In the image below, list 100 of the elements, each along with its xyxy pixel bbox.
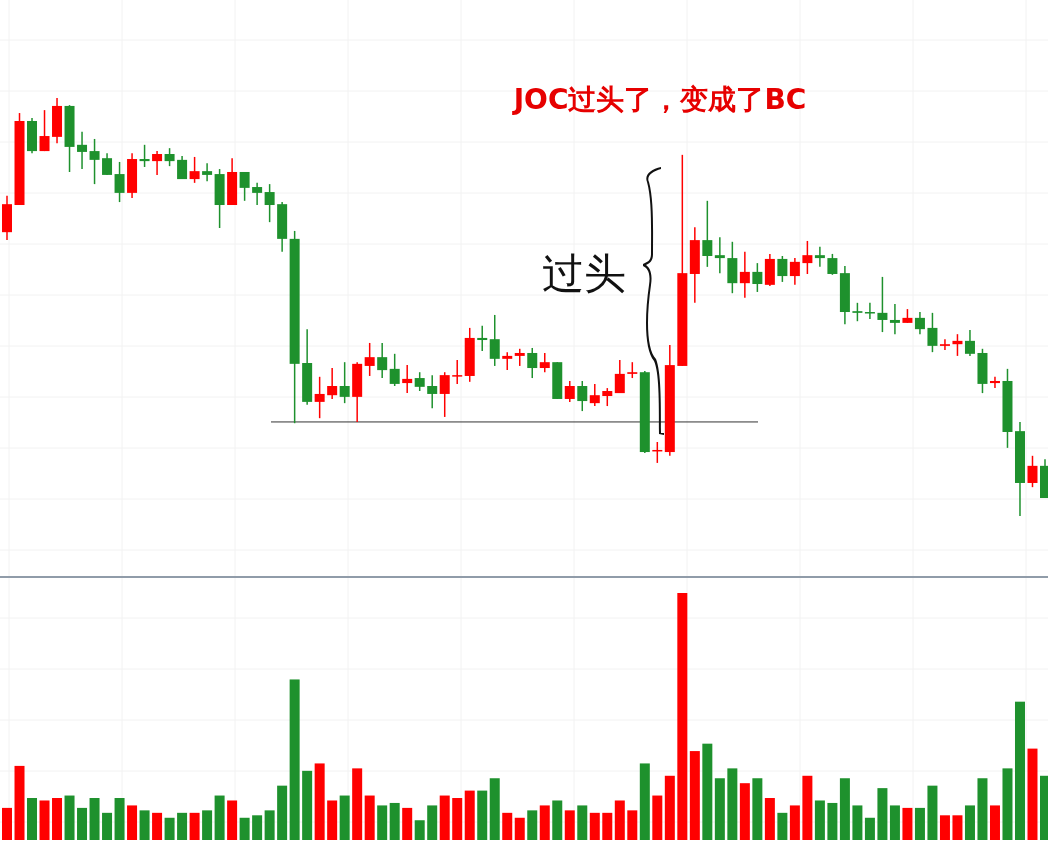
- candlestick: [452, 359, 463, 385]
- bar: [902, 807, 913, 840]
- bar: [589, 812, 600, 840]
- candlestick: [802, 240, 813, 275]
- candlestick: [889, 303, 900, 335]
- bar: [1014, 701, 1025, 840]
- bar: [464, 790, 475, 840]
- bar: [377, 805, 388, 840]
- bar: [864, 817, 875, 840]
- bar: [702, 743, 713, 840]
- candlestick: [252, 182, 263, 206]
- candlestick: [877, 276, 888, 333]
- bar: [239, 817, 250, 840]
- bar: [689, 751, 700, 840]
- candlestick: [152, 150, 163, 176]
- candlestick: [577, 380, 588, 412]
- bar: [289, 679, 300, 840]
- candlestick: [989, 376, 1000, 389]
- candlestick: [489, 314, 500, 367]
- candlestick: [239, 171, 250, 202]
- candlestick: [777, 255, 788, 283]
- bar: [427, 805, 438, 840]
- bar: [439, 795, 450, 840]
- bar: [227, 800, 238, 840]
- candlestick: [339, 361, 350, 404]
- bar: [127, 805, 138, 840]
- candlestick: [739, 251, 750, 299]
- bar: [14, 765, 25, 840]
- bar: [664, 775, 675, 840]
- bar: [452, 798, 463, 840]
- candlestick: [939, 338, 950, 351]
- bar: [27, 798, 38, 840]
- bar: [177, 812, 188, 840]
- bar: [814, 800, 825, 840]
- bar: [1027, 748, 1038, 840]
- annotation: 过头: [542, 249, 626, 298]
- candlestick: [114, 161, 125, 203]
- candlestick: [914, 311, 925, 335]
- bar: [727, 768, 738, 840]
- bar: [314, 763, 325, 840]
- candlestick: [864, 302, 875, 320]
- bar: [677, 593, 688, 840]
- candlestick: [539, 352, 550, 373]
- bar: [1002, 768, 1013, 840]
- bar: [302, 770, 313, 840]
- bar: [939, 815, 950, 840]
- candlestick: [189, 156, 200, 184]
- bar: [214, 795, 225, 840]
- candlestick: [564, 380, 575, 403]
- bar: [639, 763, 650, 840]
- bar: [252, 815, 263, 840]
- bar: [614, 800, 625, 840]
- candlestick: [264, 183, 275, 223]
- bar: [877, 788, 888, 840]
- bar: [77, 807, 88, 840]
- candlestick: [77, 131, 88, 170]
- candlestick: [377, 342, 388, 379]
- annotation: JOC过头了，变成了BC: [511, 83, 807, 116]
- bar: [839, 778, 850, 840]
- candlestick: [752, 262, 763, 293]
- candlestick: [827, 253, 838, 276]
- bar: [777, 812, 788, 840]
- candlestick: [439, 371, 450, 418]
- candlestick: [327, 367, 338, 400]
- bar: [402, 807, 413, 840]
- candlestick: [102, 152, 113, 176]
- bar: [552, 800, 563, 840]
- bar: [652, 795, 663, 840]
- candlestick: [702, 200, 713, 268]
- candlestick: [927, 312, 938, 353]
- bar: [89, 798, 100, 840]
- candlestick: [1027, 455, 1038, 488]
- bar: [327, 800, 338, 840]
- bar: [564, 810, 575, 840]
- bar: [2, 807, 12, 840]
- candlestick: [39, 109, 50, 152]
- candlestick: [814, 246, 825, 268]
- bar: [977, 778, 988, 840]
- bar: [764, 798, 775, 840]
- candlestick: [389, 353, 400, 387]
- candlestick: [852, 302, 863, 322]
- bar: [889, 805, 900, 840]
- bar: [414, 820, 425, 840]
- bar: [102, 812, 113, 840]
- bar: [264, 810, 275, 840]
- bar: [389, 802, 400, 840]
- bar: [139, 810, 150, 840]
- bar: [802, 775, 813, 840]
- candlestick: [789, 257, 800, 286]
- bar: [964, 805, 975, 840]
- bar: [602, 812, 613, 840]
- candlestick: [202, 162, 213, 182]
- bar: [502, 812, 513, 840]
- bar: [489, 778, 500, 840]
- candlestick: [402, 364, 413, 394]
- candlestick: [89, 138, 100, 185]
- bar: [202, 810, 213, 840]
- bar: [339, 795, 350, 840]
- bar: [39, 800, 50, 840]
- candlestick: [589, 383, 600, 407]
